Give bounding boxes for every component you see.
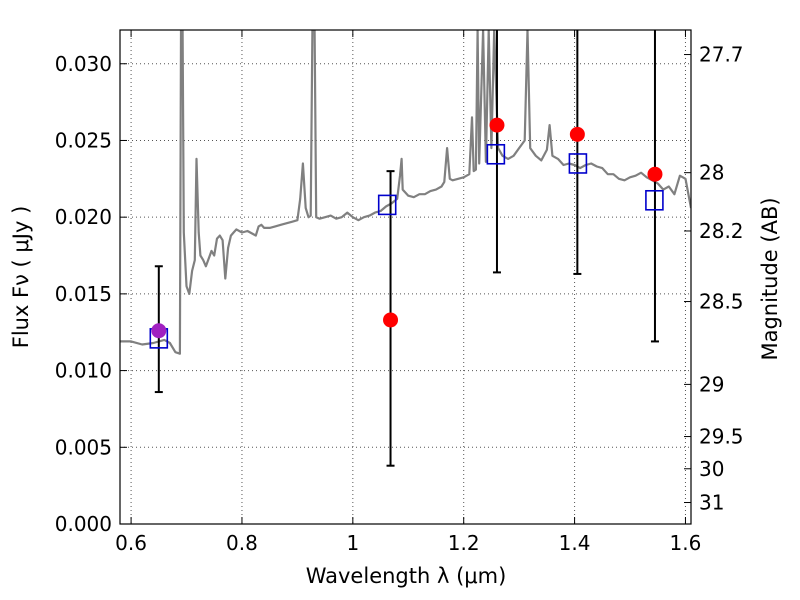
x-tick-label: 1.2 (448, 531, 480, 555)
axis-ticks (120, 30, 691, 525)
x-tick-label: 1.4 (559, 531, 591, 555)
observed-point-layer (151, 117, 663, 339)
x-tick-label: 0.6 (115, 531, 147, 555)
y2-tick-label: 31 (699, 491, 724, 515)
y-tick-label: 0.000 (55, 512, 112, 536)
y2-tick-label: 28.5 (699, 290, 744, 314)
model-point (486, 143, 506, 165)
y2-tick-label: 29 (699, 372, 724, 396)
y-tick-label: 0.025 (55, 128, 112, 152)
axis-tick-labels: 0.6 0.8 1 1.2 1.4 1.6 0.000 0.005 0.010 0.015 0.02… (55, 43, 744, 555)
y2-tick-label: 28.2 (699, 219, 744, 243)
model-point (568, 153, 588, 174)
x-tick-label: 1.6 (670, 531, 702, 555)
y-tick-label: 0.020 (55, 205, 112, 229)
observed-point (151, 323, 167, 339)
observed-point (489, 117, 505, 133)
y-tick-label: 0.010 (55, 359, 112, 383)
x-tick-label: 0.8 (226, 531, 258, 555)
model-point-layer (149, 143, 664, 349)
y2-axis-label: Magnitude (AB) (758, 197, 782, 360)
y-axis-label: Flux Fν ( μJy ) (9, 206, 33, 349)
y-tick-label: 0.015 (55, 282, 112, 306)
y2-tick-label: 30 (699, 457, 724, 481)
observed-point (647, 166, 663, 182)
y2-tick-label: 29.5 (699, 425, 744, 449)
x-axis-label: Wavelength λ (μm) (306, 564, 507, 588)
x-tick-label: 1 (346, 531, 359, 555)
plot-frame (119, 29, 692, 525)
model-point (377, 194, 397, 216)
observed-point (383, 312, 399, 328)
y2-tick-label: 27.7 (699, 43, 744, 67)
model-point (645, 189, 664, 211)
observed-point (569, 126, 585, 142)
y-tick-label: 0.005 (55, 435, 112, 459)
y2-tick-label: 28 (699, 161, 724, 185)
y-tick-label: 0.030 (55, 52, 112, 76)
